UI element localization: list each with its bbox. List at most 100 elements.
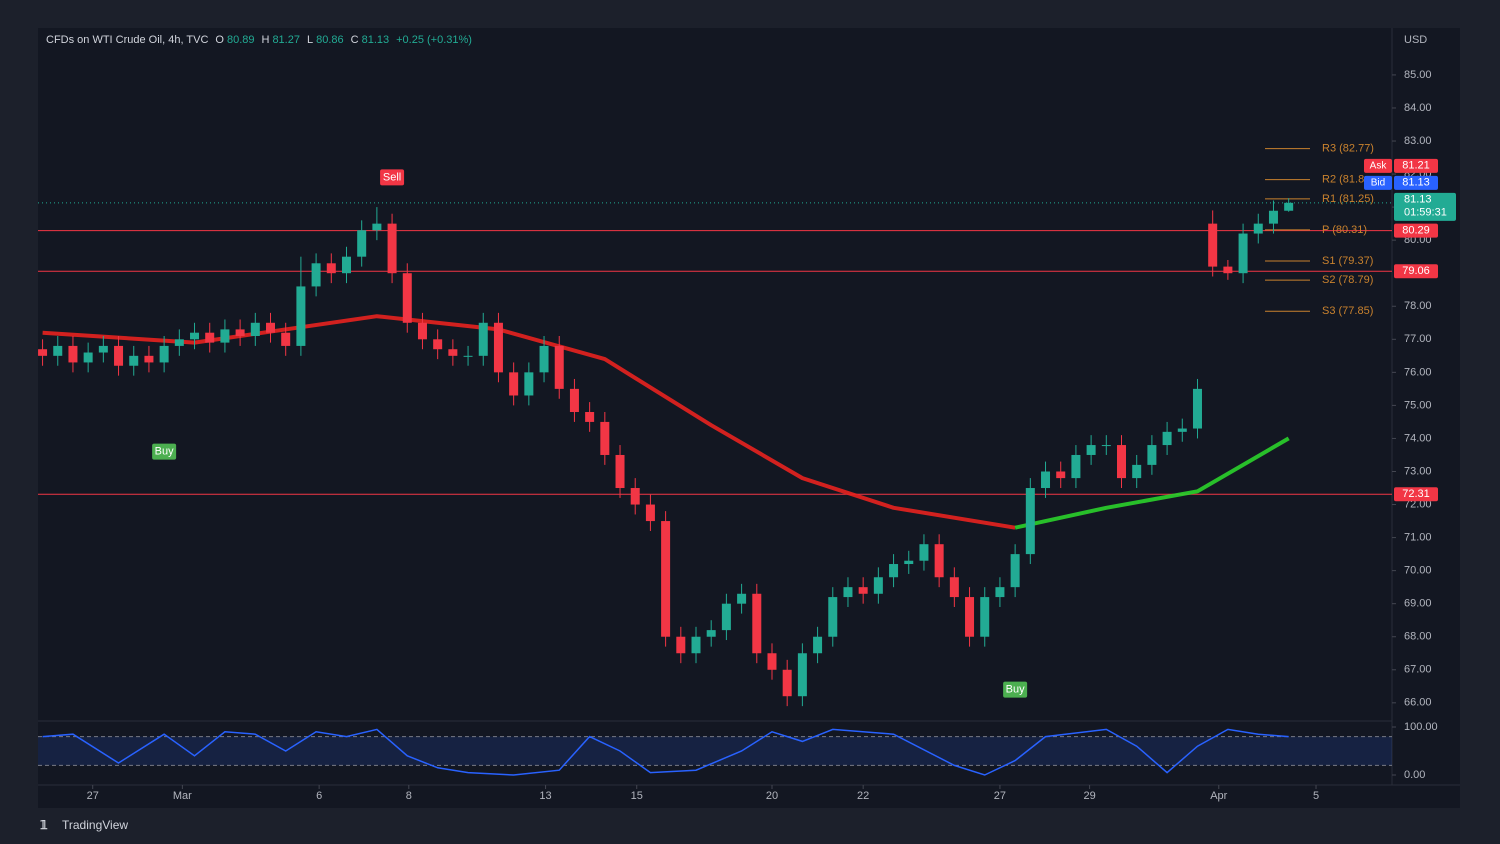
candle-body bbox=[38, 349, 48, 356]
y-tick-label: 70.00 bbox=[1404, 565, 1432, 577]
candle-body bbox=[934, 544, 944, 578]
candle-body bbox=[220, 329, 230, 343]
quote-name: Ask bbox=[1370, 160, 1388, 171]
candle-body bbox=[1117, 445, 1127, 479]
candle-body bbox=[1238, 233, 1248, 274]
candle-body bbox=[266, 322, 276, 333]
oscillator-tick-label: 0.00 bbox=[1404, 769, 1425, 781]
y-tick-label: 75.00 bbox=[1404, 399, 1432, 411]
pivot-label: R2 (81.8 bbox=[1322, 174, 1364, 186]
candle-body bbox=[615, 454, 625, 489]
candle-body bbox=[387, 223, 397, 274]
candle-body bbox=[782, 669, 792, 697]
candle-body bbox=[813, 636, 823, 654]
candle-body bbox=[1192, 388, 1202, 429]
x-tick-label: 8 bbox=[406, 790, 412, 802]
candle-body bbox=[630, 488, 640, 505]
candle-body bbox=[676, 636, 686, 654]
y-tick-label: 78.00 bbox=[1404, 300, 1432, 312]
ohlc-value: 81.27 bbox=[272, 34, 300, 46]
pivot-label: R1 (81.25) bbox=[1322, 193, 1374, 205]
y-tick-label: 68.00 bbox=[1404, 631, 1432, 643]
candle-body bbox=[949, 577, 959, 598]
candle-body bbox=[919, 544, 929, 561]
ohlc-value: 81.13 bbox=[361, 34, 390, 46]
quote-value: 81.13 bbox=[1402, 177, 1430, 189]
quote-badge bbox=[1394, 158, 1438, 173]
candle-body bbox=[752, 593, 762, 654]
candle-body bbox=[68, 345, 78, 363]
candle-body bbox=[326, 263, 336, 274]
x-tick-label: 22 bbox=[857, 790, 869, 802]
candle-body bbox=[159, 345, 169, 363]
candle-body bbox=[554, 345, 564, 389]
ohlc-key: L bbox=[306, 34, 314, 46]
quote-tag bbox=[1364, 158, 1392, 173]
candle-body bbox=[1086, 445, 1096, 455]
candle-body bbox=[1208, 223, 1218, 267]
candle-body bbox=[843, 587, 853, 598]
candle-body bbox=[478, 322, 488, 356]
candle-body bbox=[190, 332, 200, 340]
candle-body bbox=[281, 332, 291, 346]
signal-badge bbox=[152, 443, 177, 460]
candle-body bbox=[372, 223, 382, 231]
candle-body bbox=[1010, 554, 1020, 588]
signal-label: Sell bbox=[383, 171, 401, 183]
candle-body bbox=[357, 230, 367, 257]
candle-body bbox=[448, 349, 458, 356]
candle-body bbox=[433, 339, 443, 350]
brand-logo: 𝟙 bbox=[40, 818, 48, 832]
candle-body bbox=[600, 421, 610, 455]
candle-body bbox=[509, 372, 519, 396]
candle-body bbox=[569, 388, 579, 413]
last-price-label: 81.13 bbox=[1404, 194, 1432, 206]
symbol: CFDs on WTI Crude Oil, 4h, TVC bbox=[46, 34, 209, 46]
candle-body bbox=[1162, 431, 1172, 446]
candle-body bbox=[797, 653, 807, 697]
candle-body bbox=[721, 603, 731, 631]
candle-body bbox=[174, 339, 184, 346]
ohlc-key: H bbox=[261, 34, 270, 46]
candle-body bbox=[767, 653, 777, 670]
candle-body bbox=[463, 355, 473, 357]
x-tick-label: 13 bbox=[539, 790, 551, 802]
last-price-badge bbox=[1394, 192, 1456, 221]
y-tick-label: 76.00 bbox=[1404, 366, 1432, 378]
y-tick-label: 69.00 bbox=[1404, 598, 1432, 610]
x-tick-label: 6 bbox=[316, 790, 322, 802]
candle-body bbox=[98, 345, 108, 353]
candle-body bbox=[1147, 445, 1157, 465]
oscillator-band bbox=[38, 736, 1392, 766]
candle-body bbox=[83, 352, 93, 363]
moving-average bbox=[1014, 436, 1290, 530]
signal-badge bbox=[1003, 681, 1028, 698]
candle-body bbox=[706, 630, 716, 637]
candle-body bbox=[1056, 471, 1066, 479]
price-badge bbox=[1394, 223, 1438, 238]
y-tick-label: 77.00 bbox=[1404, 333, 1432, 345]
pivot-label: R3 (82.77) bbox=[1322, 143, 1374, 155]
countdown: 01:59:31 bbox=[1404, 207, 1447, 219]
candle-body bbox=[858, 587, 868, 594]
candle-body bbox=[828, 597, 838, 637]
quote-badge bbox=[1394, 175, 1438, 190]
pivot-label: S1 (79.37) bbox=[1322, 255, 1373, 267]
x-tick-label: 5 bbox=[1313, 790, 1319, 802]
quote-tag bbox=[1364, 175, 1392, 190]
candle-body bbox=[1132, 464, 1142, 479]
y-tick-label: 67.00 bbox=[1404, 664, 1432, 676]
candle-body bbox=[493, 322, 503, 373]
y-tick-label: 73.00 bbox=[1404, 465, 1432, 477]
candle-body bbox=[1025, 488, 1035, 555]
candle-body bbox=[1223, 266, 1233, 274]
candle-body bbox=[980, 597, 990, 637]
candle-body bbox=[1253, 223, 1263, 234]
oscillator-line bbox=[42, 728, 1289, 776]
candle-body bbox=[53, 345, 63, 356]
change: +0.25 (+0.31%) bbox=[396, 34, 472, 46]
signal-label: Buy bbox=[155, 446, 174, 458]
candle-body bbox=[1071, 454, 1081, 479]
